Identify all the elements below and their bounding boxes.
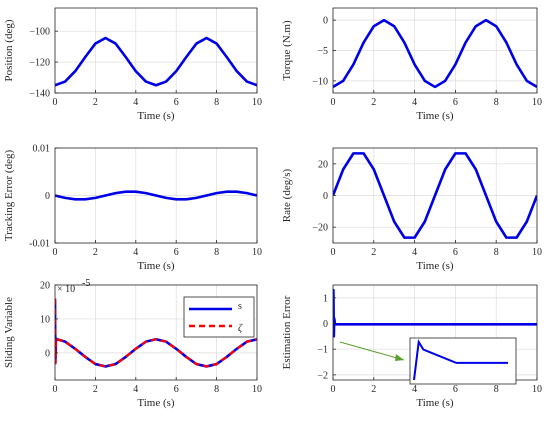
y-tick-label: -0.01 bbox=[29, 239, 50, 250]
y-tick-label: 0 bbox=[45, 348, 50, 359]
x-tick-label: 0 bbox=[331, 384, 336, 395]
x-tick-label: 6 bbox=[174, 97, 179, 108]
x-tick-label: 6 bbox=[453, 384, 458, 395]
chart-sliding: 0 2 4 6 8 10 0 10 20 Time (s) Sliding Variable × 10… bbox=[3, 278, 262, 409]
series-group bbox=[55, 190, 257, 201]
series-line bbox=[333, 288, 537, 338]
y-tick-label: −120 bbox=[29, 58, 50, 69]
chart-torque: 0 2 4 6 8 10 −10 −5 0 Time (s) Torque (N.m) bbox=[281, 7, 542, 122]
y-tick-label: −1 bbox=[317, 345, 328, 356]
x-tick-label: 0 bbox=[53, 97, 58, 108]
x-axis-label: Time (s) bbox=[416, 397, 454, 409]
x-tick-label: 8 bbox=[214, 97, 219, 108]
x-tick-label: 8 bbox=[494, 97, 499, 108]
chart-position: 0 2 4 6 8 10 −140 −120 −100 Time (s) Position (deg… bbox=[3, 7, 262, 122]
plot-frame bbox=[54, 7, 258, 94]
series-group bbox=[55, 36, 257, 87]
legend-label: s bbox=[238, 301, 242, 312]
exponent-power: -5 bbox=[82, 278, 90, 289]
chart-rate: 0 2 4 6 8 10 −20 0 20 Time (s) Rate (deg/s) bbox=[281, 147, 542, 272]
y-tick-label: 20 bbox=[318, 159, 328, 170]
y-tick-label: 0 bbox=[45, 191, 50, 202]
x-tick-label: 10 bbox=[252, 247, 262, 258]
y-axis-label: Rate (deg/s) bbox=[281, 168, 293, 222]
series-line-zeta bbox=[55, 298, 257, 368]
legend-box bbox=[183, 296, 255, 338]
y-tick-label: 20 bbox=[40, 281, 50, 292]
series-line bbox=[55, 190, 257, 201]
x-tick-label: 4 bbox=[133, 384, 138, 395]
series-group bbox=[333, 152, 537, 239]
x-tick-label: 0 bbox=[331, 247, 336, 258]
inset-arrow-head bbox=[395, 354, 404, 361]
y-tick-label: −100 bbox=[29, 27, 50, 38]
x-tick-label: 8 bbox=[494, 247, 499, 258]
x-tick-label: 2 bbox=[93, 384, 98, 395]
x-axis-label: Time (s) bbox=[416, 110, 454, 122]
series-group bbox=[333, 288, 537, 338]
x-tick-label: 2 bbox=[93, 97, 98, 108]
series-line bbox=[333, 152, 537, 239]
x-tick-label: 4 bbox=[133, 247, 138, 258]
x-tick-label: 6 bbox=[453, 97, 458, 108]
x-tick-label: 4 bbox=[412, 247, 417, 258]
y-tick-label: −20 bbox=[312, 223, 328, 234]
legend: sζ bbox=[183, 296, 255, 338]
y-axis-label: Torque (N.m) bbox=[281, 20, 293, 81]
x-axis-label: Time (s) bbox=[416, 260, 454, 272]
x-tick-label: 6 bbox=[453, 247, 458, 258]
series-line bbox=[333, 18, 537, 89]
y-tick-label: −140 bbox=[29, 89, 50, 100]
x-tick-label: 8 bbox=[214, 384, 219, 395]
exponent-label: × 10 bbox=[57, 284, 75, 295]
y-tick-label: 0 bbox=[323, 319, 328, 330]
x-tick-label: 10 bbox=[252, 97, 262, 108]
x-axis-label: Time (s) bbox=[137, 110, 175, 122]
x-tick-label: 2 bbox=[93, 247, 98, 258]
y-axis-label: Estimation Error bbox=[281, 295, 293, 369]
x-tick-label: 2 bbox=[371, 247, 376, 258]
x-tick-label: 4 bbox=[412, 97, 417, 108]
inset-zoom bbox=[339, 337, 517, 385]
legend-label: ζ bbox=[238, 323, 243, 334]
x-tick-label: 0 bbox=[53, 384, 58, 395]
y-axis-label: Position (deg) bbox=[3, 19, 15, 81]
y-tick-label: −10 bbox=[312, 76, 328, 87]
x-tick-label: 10 bbox=[532, 247, 542, 258]
y-tick-label: 0.01 bbox=[33, 144, 51, 155]
x-tick-label: 4 bbox=[412, 384, 417, 395]
x-tick-label: 8 bbox=[494, 384, 499, 395]
x-axis-label: Time (s) bbox=[137, 397, 175, 409]
x-tick-label: 6 bbox=[174, 247, 179, 258]
y-axis-label: Tracking Error (deg) bbox=[3, 150, 15, 242]
series-group bbox=[55, 298, 257, 368]
y-tick-label: 10 bbox=[40, 314, 50, 325]
x-tick-label: 6 bbox=[174, 384, 179, 395]
series-group bbox=[333, 18, 537, 89]
x-tick-label: 0 bbox=[53, 247, 58, 258]
x-tick-label: 4 bbox=[133, 97, 138, 108]
inset-line bbox=[413, 339, 508, 381]
y-tick-label: 0 bbox=[323, 16, 328, 27]
y-tick-label: 1 bbox=[323, 293, 328, 304]
x-tick-label: 0 bbox=[331, 97, 336, 108]
y-axis-label: Sliding Variable bbox=[3, 297, 15, 368]
y-tick-label: −5 bbox=[317, 46, 328, 57]
inset-frame bbox=[409, 337, 517, 385]
x-tick-label: 10 bbox=[532, 384, 542, 395]
x-tick-label: 10 bbox=[252, 384, 262, 395]
x-tick-label: 2 bbox=[371, 97, 376, 108]
y-tick-label: 0 bbox=[323, 191, 328, 202]
chart-estimation: 0 2 4 6 8 10 −2 −1 0 1 Time (s) Estimation Error bbox=[281, 284, 542, 409]
x-tick-label: 2 bbox=[371, 384, 376, 395]
series-line bbox=[55, 36, 257, 87]
x-tick-label: 8 bbox=[214, 247, 219, 258]
x-tick-label: 10 bbox=[532, 97, 542, 108]
inset-arrow-line bbox=[339, 341, 405, 361]
x-axis-label: Time (s) bbox=[137, 260, 175, 272]
y-tick-label: −2 bbox=[317, 370, 328, 381]
plot-frame bbox=[54, 284, 258, 381]
